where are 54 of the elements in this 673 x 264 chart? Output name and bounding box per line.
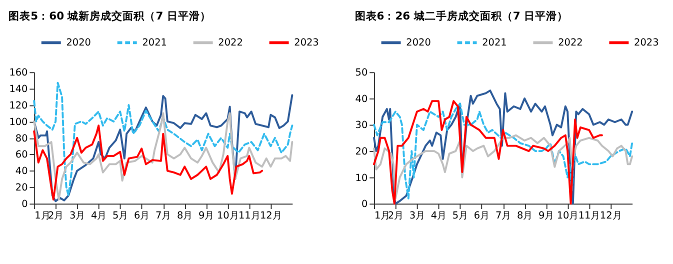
line-series <box>373 134 634 200</box>
x-tick-label: 4月 <box>91 210 108 222</box>
y-tick-label: 80 <box>15 133 28 144</box>
x-tick-label: 2月 <box>388 210 404 222</box>
legend-label: 2022 <box>218 38 243 49</box>
y-tick-label: 100 <box>9 116 28 128</box>
y-tick-label: 160 <box>9 68 28 79</box>
legend-label: 2022 <box>558 38 583 49</box>
y-tick-label: 60 <box>15 150 28 161</box>
y-tick-label: 50 <box>355 68 368 79</box>
line-series <box>33 112 294 201</box>
chart-title: 图表6：26 城二手房成交面积（7 日平滑） <box>354 10 568 23</box>
y-tick-label: 120 <box>9 100 28 112</box>
legend-label: 2021 <box>142 38 167 49</box>
x-tick-label: 8月 <box>516 210 534 222</box>
y-tick-label: 140 <box>9 84 28 96</box>
legend-label: 2020 <box>406 38 431 49</box>
y-tick-label: 20 <box>15 182 28 194</box>
x-tick-label: 11月 <box>578 210 601 222</box>
y-tick-label: 40 <box>355 94 368 105</box>
x-tick-label: 9月 <box>538 210 555 222</box>
line-series <box>33 94 294 202</box>
x-tick-label: 5月 <box>112 210 129 222</box>
x-tick-label: 3月 <box>409 210 426 222</box>
legend-label: 2020 <box>66 38 91 49</box>
legend-label: 2023 <box>634 38 659 49</box>
x-tick-label: 12月 <box>600 210 622 222</box>
y-tick-label: 20 <box>355 146 368 158</box>
x-tick-label: 5月 <box>452 210 469 222</box>
legend-label: 2021 <box>482 38 507 49</box>
y-tick-label: 30 <box>355 120 368 132</box>
chart-title: 图表5：60 城新房成交面积（7 日平滑） <box>8 10 211 23</box>
line-series <box>33 82 294 196</box>
line-series <box>33 124 264 201</box>
line-series <box>373 102 634 200</box>
x-tick-label: 11月 <box>238 210 261 222</box>
x-tick-label: 6月 <box>134 210 150 222</box>
x-tick-label: 9月 <box>198 210 215 222</box>
x-tick-label: 8月 <box>177 210 194 222</box>
y-tick-label: 0 <box>22 199 28 210</box>
x-tick-label: 2月 <box>48 210 64 222</box>
x-tick-label: 7月 <box>156 210 172 222</box>
legend-label: 2023 <box>294 38 319 49</box>
y-tick-label: 0 <box>361 199 368 210</box>
x-tick-label: 7月 <box>495 210 512 222</box>
x-tick-label: 4月 <box>430 210 448 222</box>
x-tick-label: 10月 <box>216 210 240 222</box>
x-tick-label: 6月 <box>474 210 490 222</box>
x-tick-label: 10月 <box>556 210 580 222</box>
x-tick-label: 12月 <box>260 210 282 222</box>
line-series <box>373 100 603 205</box>
y-tick-label: 10 <box>355 172 368 184</box>
x-tick-label: 3月 <box>70 210 86 222</box>
y-tick-label: 40 <box>15 166 28 178</box>
